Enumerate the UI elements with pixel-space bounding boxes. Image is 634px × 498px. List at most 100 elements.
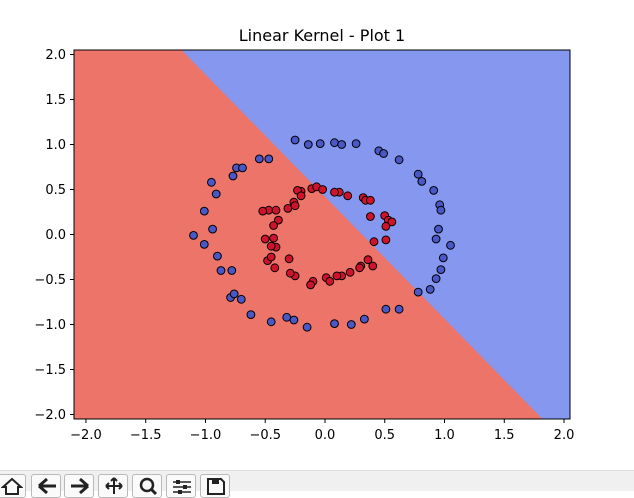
data-point-outer — [434, 224, 443, 234]
data-point-outer — [213, 251, 222, 261]
x-tick-label: 0.5 — [374, 428, 395, 443]
data-point-outer — [208, 224, 218, 234]
data-point-inner — [381, 222, 391, 231]
forward-button[interactable] — [64, 474, 94, 498]
data-point-outer — [429, 186, 439, 195]
y-tick-label: −0.5 — [34, 273, 66, 288]
y-tick-label: −1.5 — [34, 363, 66, 378]
data-point-outer — [330, 319, 339, 329]
data-point-outer — [413, 169, 423, 179]
chart-title: Linear Kernel - Plot 1 — [239, 26, 405, 45]
move-icon — [105, 477, 123, 494]
data-point-outer — [413, 287, 423, 297]
y-tick-label: 1.0 — [45, 138, 66, 153]
y-tick-label: −2.0 — [34, 408, 66, 423]
series-outer — [189, 135, 455, 332]
data-point-inner — [330, 187, 339, 197]
data-point-inner — [283, 204, 293, 213]
data-point-outer — [189, 231, 198, 240]
data-point-inner — [266, 241, 276, 251]
zoom-icon — [139, 477, 158, 495]
data-point-outer — [228, 171, 238, 181]
pan-button[interactable] — [98, 474, 128, 498]
data-point-inner — [318, 185, 328, 194]
scatter-chart: −2.0 −1.5 −1.0 −0.5 0.0 0.5 1.0 1.5 2.0 −2.0 −1.5 −… — [34, 26, 575, 443]
data-point-inner — [368, 261, 378, 271]
data-point-outer — [431, 234, 441, 244]
data-point-outer — [394, 304, 404, 314]
data-point-inner — [355, 263, 365, 273]
y-tick-label: −1.0 — [34, 318, 66, 333]
sliders-icon — [173, 480, 191, 494]
x-tick-label: −0.5 — [249, 428, 281, 443]
data-point-outer — [446, 240, 455, 250]
save-button[interactable] — [200, 474, 230, 498]
data-point-inner — [258, 206, 268, 216]
data-point-outer — [303, 140, 313, 149]
x-tick-label: 1.0 — [434, 428, 455, 443]
data-point-outer — [236, 294, 246, 304]
data-point-inner — [369, 237, 379, 247]
data-point-inner — [284, 254, 294, 264]
data-point-inner — [345, 267, 355, 277]
data-point-inner — [266, 252, 276, 262]
data-point-outer — [337, 140, 347, 149]
y-tick-label: 2.0 — [45, 48, 66, 63]
data-point-outer — [229, 289, 239, 299]
data-point-inner — [274, 215, 283, 225]
data-point-outer — [254, 154, 264, 164]
data-point-outer — [425, 285, 435, 294]
back-button[interactable] — [31, 474, 61, 498]
zoom-button[interactable] — [132, 474, 162, 498]
data-point-outer — [207, 177, 216, 187]
data-point-inner — [381, 235, 391, 245]
data-point-outer — [438, 253, 448, 263]
data-point-inner — [270, 263, 280, 273]
data-point-outer — [246, 310, 256, 320]
x-tick-label: −1.0 — [190, 428, 222, 443]
data-point-outer — [282, 312, 292, 322]
data-point-inner — [306, 280, 316, 290]
x-tick-label: −1.5 — [130, 428, 162, 443]
home-button[interactable] — [0, 474, 26, 498]
data-point-outer — [227, 266, 237, 275]
figure-canvas: −2.0 −1.5 −1.0 −0.5 0.0 0.5 1.0 1.5 2.0 −2.0 −1.5 −… — [34, 26, 575, 443]
data-point-inner — [260, 234, 270, 244]
configure-subplots-button[interactable] — [166, 474, 196, 498]
x-tick-label: −2.0 — [70, 428, 102, 443]
navigation-toolbar — [0, 470, 634, 498]
data-point-outer — [330, 138, 339, 148]
data-point-outer — [216, 266, 226, 275]
x-tick-label: 2.0 — [554, 428, 575, 443]
data-point-outer — [315, 139, 325, 149]
data-point-inner — [363, 255, 373, 265]
data-point-inner — [387, 217, 397, 227]
home-icon — [1, 477, 23, 495]
data-point-outer — [266, 317, 276, 327]
data-point-outer — [436, 265, 446, 275]
data-point-inner — [332, 271, 342, 281]
data-point-outer — [199, 206, 209, 216]
data-point-inner — [290, 201, 300, 211]
arrow-right-icon — [71, 477, 89, 495]
data-point-outer — [238, 163, 247, 173]
y-tick-label: 0.0 — [45, 228, 66, 243]
data-point-outer — [302, 322, 312, 332]
data-point-inner — [366, 195, 375, 205]
x-tick-label: 0.0 — [315, 428, 336, 443]
data-point-outer — [431, 274, 441, 284]
y-tick-label: 0.5 — [45, 183, 66, 198]
arrow-left-icon — [38, 477, 56, 495]
data-point-inner — [269, 221, 279, 230]
decision-regions — [74, 50, 570, 419]
series-inner — [258, 182, 397, 290]
data-point-outer — [351, 139, 361, 149]
data-point-inner — [269, 233, 279, 243]
data-point-inner — [285, 268, 295, 278]
data-point-outer — [417, 177, 427, 186]
data-point-outer — [394, 155, 404, 165]
data-point-inner — [325, 276, 335, 286]
data-point-outer — [199, 240, 209, 249]
data-point-outer — [379, 149, 389, 158]
data-point-outer — [436, 205, 446, 215]
